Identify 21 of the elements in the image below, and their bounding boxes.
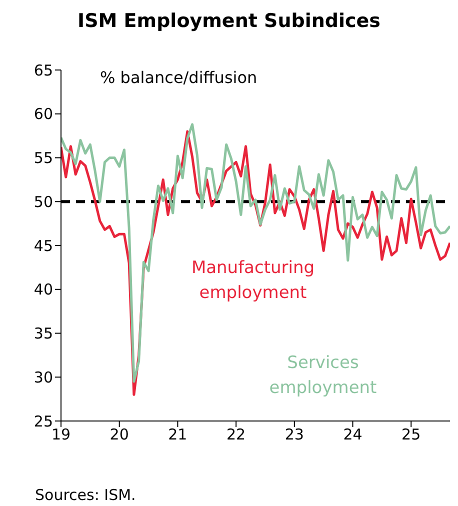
y-tick-label: 45 <box>34 236 53 255</box>
y-tick-label: 55 <box>34 149 53 168</box>
x-tick-label: 24 <box>343 426 362 444</box>
x-tick-label: 23 <box>284 426 304 444</box>
y-tick-label: 50 <box>34 192 53 211</box>
y-tick-label: 25 <box>34 412 53 430</box>
x-tick-label: 21 <box>168 426 188 444</box>
source-note: Sources: ISM. <box>35 486 136 504</box>
chart-title: ISM Employment Subindices <box>76 10 382 32</box>
text: Services employment <box>268 352 378 400</box>
y-tick-label: 60 <box>34 105 53 124</box>
y-tick-label: 30 <box>34 368 53 386</box>
y-tick-label: 65 <box>34 61 53 80</box>
y-axis-title: % balance/diffusion <box>100 68 258 87</box>
y-tick-label: 40 <box>34 280 53 299</box>
x-tick-label: 19 <box>51 426 71 444</box>
x-tick-label: 25 <box>402 426 421 444</box>
y-tick-label: 35 <box>34 324 53 343</box>
x-tick-label: 22 <box>226 426 246 444</box>
series-label: Manufacturing employment <box>190 257 316 305</box>
x-tick-label: 20 <box>110 426 129 444</box>
